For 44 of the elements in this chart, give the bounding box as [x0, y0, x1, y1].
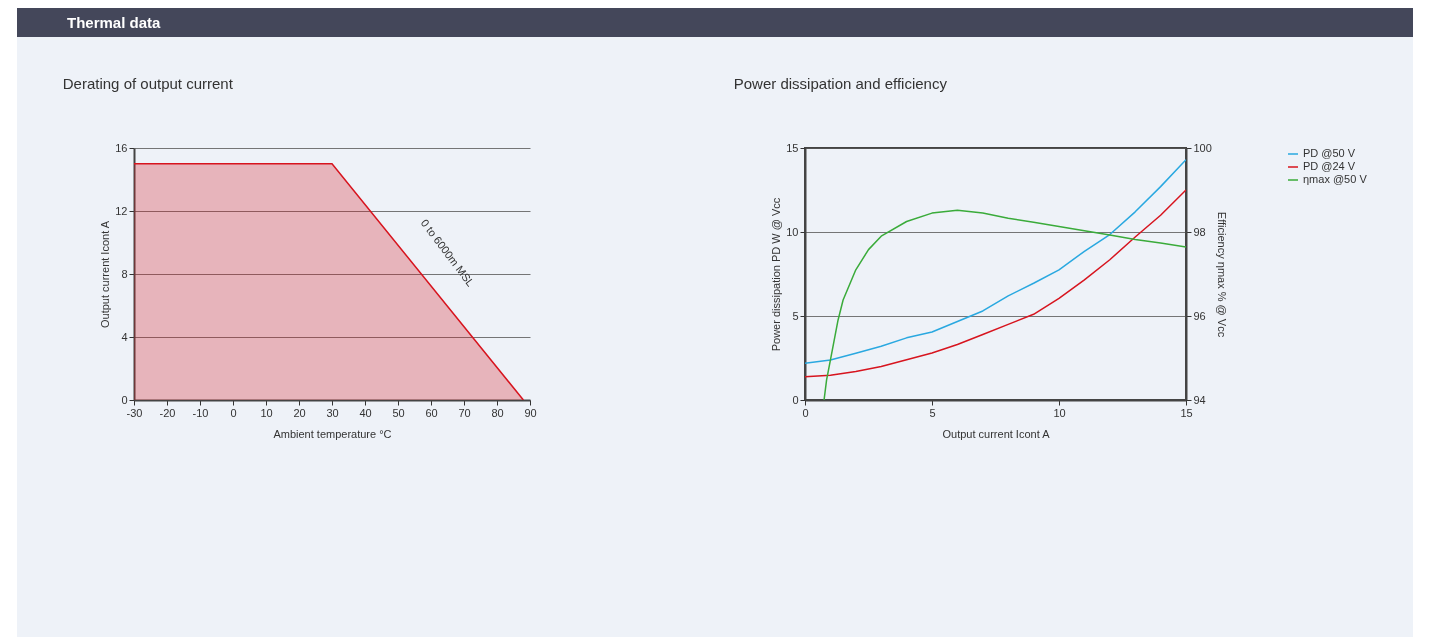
- line-series: [805, 189, 1186, 378]
- x-tick-label: 10: [260, 406, 273, 419]
- x-tick-label: 50: [392, 406, 405, 419]
- y-tick-label: 12: [115, 204, 128, 217]
- x-tick-label: 0: [230, 406, 237, 419]
- x-tick-label: 40: [359, 406, 372, 419]
- y-tick-label: 15: [786, 141, 799, 154]
- y2-tick-label: 94: [1193, 393, 1206, 406]
- line-series: [823, 209, 1186, 400]
- x-tick-label: -20: [159, 406, 176, 419]
- x-axis-title: Ambient temperature °C: [273, 427, 392, 440]
- y2-tick-label: 100: [1193, 141, 1212, 154]
- x-tick-label: 0: [802, 406, 809, 419]
- y-tick-label: 0: [121, 393, 128, 406]
- y-tick-label: 4: [121, 330, 128, 343]
- x-tick-label: 60: [425, 406, 438, 419]
- x-axis-title: Output current Icont A: [942, 427, 1051, 440]
- x-tick-label: -10: [192, 406, 209, 419]
- x-tick-label: 15: [1180, 406, 1193, 419]
- y2-axis-title: Efficiency ηmax % @ Vcc: [1215, 211, 1228, 338]
- y-axis-title: Power dissipation PD W @ Vcc: [770, 197, 783, 352]
- x-tick-label: 5: [929, 406, 936, 419]
- x-tick-label: 70: [458, 406, 471, 419]
- x-tick-label: -30: [126, 406, 143, 419]
- chart-title: Derating of output current: [62, 75, 234, 92]
- y-tick-label: 5: [792, 309, 799, 322]
- x-tick-label: 30: [326, 406, 339, 419]
- line-series: [805, 159, 1186, 364]
- y-axis-title: Output current Icont A: [99, 220, 112, 329]
- x-tick-label: 20: [293, 406, 306, 419]
- y-tick-label: 16: [115, 141, 128, 154]
- y-tick-label: 10: [786, 225, 799, 238]
- y2-tick-label: 98: [1193, 225, 1206, 238]
- y-tick-label: 8: [121, 267, 128, 280]
- text: Thermal data: [67, 14, 161, 31]
- x-tick-label: 90: [524, 406, 537, 419]
- x-tick-label: 80: [491, 406, 504, 419]
- legend-label: ηmax @50 V: [1303, 173, 1368, 185]
- y-tick-label: 0: [792, 393, 799, 406]
- chart-title: Power dissipation and efficiency: [733, 75, 948, 92]
- y2-tick-label: 96: [1193, 309, 1206, 322]
- x-tick-label: 10: [1053, 406, 1066, 419]
- legend-label: PD @24 V: [1303, 160, 1356, 172]
- legend-label: PD @50 V: [1303, 147, 1356, 159]
